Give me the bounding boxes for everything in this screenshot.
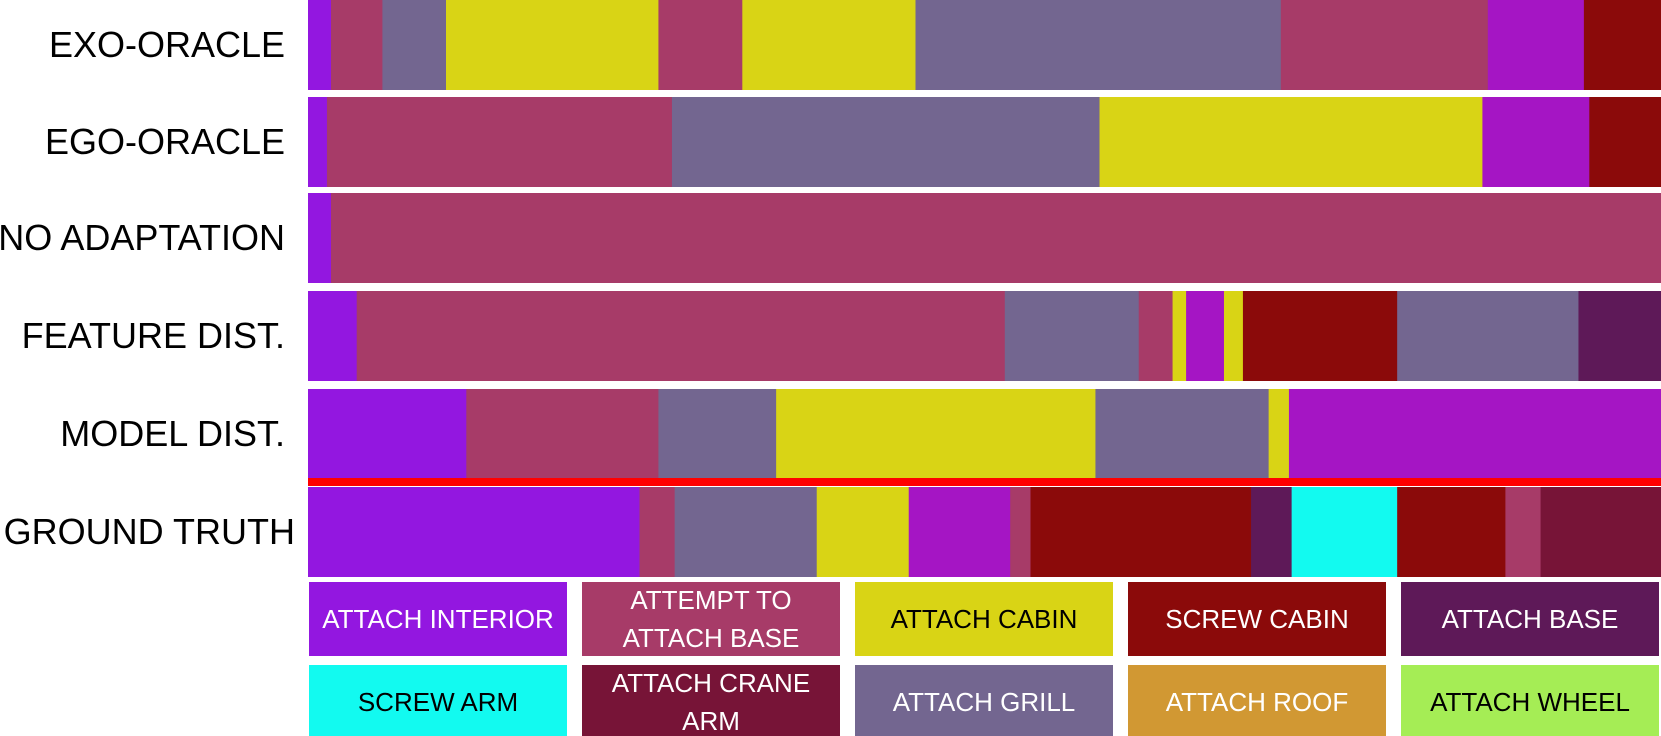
legend-label: ATTACH CRANE: [612, 668, 810, 698]
timeline-row: [308, 193, 1661, 283]
segment-bar: [674, 487, 818, 577]
timeline-rows: [308, 0, 1661, 577]
legend-label: SCREW ARM: [358, 687, 518, 717]
legend-label: ATTACH GRILL: [893, 687, 1076, 717]
segment-bar: [1268, 389, 1290, 479]
segment-bar: [915, 0, 1282, 90]
legend-label: ATTEMPT TO: [630, 585, 791, 615]
timeline-row: [308, 291, 1661, 381]
segment-bar: [1223, 291, 1244, 381]
segment-bar: [1280, 0, 1489, 90]
segment-bar: [1397, 487, 1507, 577]
segment-bar: [658, 0, 743, 90]
segment-bar: [1172, 291, 1187, 381]
segment-bar: [1004, 291, 1140, 381]
legend-swatch: [309, 665, 567, 736]
timeline-row: [308, 97, 1661, 187]
segment-bar: [1540, 487, 1661, 577]
segment-bar: [776, 389, 1097, 479]
legend-label: ATTACH WHEEL: [1430, 687, 1630, 717]
segment-bar: [1251, 487, 1293, 577]
segment-bar: [308, 487, 641, 577]
row-label: GROUND TRUTH: [4, 511, 295, 552]
segment-bar: [1487, 0, 1585, 90]
segment-bar: [308, 97, 328, 187]
timeline-row: [308, 487, 1661, 577]
legend-swatch: [582, 582, 840, 656]
segment-bar: [308, 0, 332, 90]
segment-bar: [382, 0, 447, 90]
row-label: EGO-ORACLE: [45, 121, 285, 162]
row-label: NO ADAPTATION: [0, 217, 285, 258]
timeline-row: [308, 389, 1661, 479]
legend-label: ATTACH ROOF: [1166, 687, 1348, 717]
segment-bar: [1288, 389, 1661, 479]
legend-item: SCREW CABIN: [1128, 582, 1386, 656]
legend-swatch: [855, 665, 1113, 736]
row-label: EXO-ORACLE: [49, 24, 285, 65]
legend-item: ATTACH CRANE ARM: [582, 665, 840, 736]
segment-bar: [1291, 487, 1398, 577]
segment-bar: [466, 389, 660, 479]
legend-swatch: [1128, 582, 1386, 656]
row-label: MODEL DIST.: [60, 413, 285, 454]
legend-item: ATTACH INTERIOR: [309, 582, 567, 656]
segment-bar: [1095, 389, 1270, 479]
segment-bar: [908, 487, 1011, 577]
legend-swatch: [1401, 665, 1659, 736]
legend-item: ATTACH WHEEL: [1401, 665, 1659, 736]
segment-bar: [1138, 291, 1174, 381]
legend-label: ATTACH BASE: [1442, 604, 1619, 634]
row-label: FEATURE DIST.: [22, 315, 285, 356]
legend-label: ATTACH CABIN: [891, 604, 1078, 634]
segment-bar: [308, 291, 358, 381]
legend-swatch: [1128, 665, 1386, 736]
segment-bar: [1505, 487, 1542, 577]
segment-bar: [658, 389, 777, 479]
legend: ATTACH INTERIOR ATTEMPT TO ATTACH BASE ATTA…: [309, 582, 1659, 736]
segment-bar: [356, 291, 1006, 381]
legend-swatch: [1401, 582, 1659, 656]
row-labels: EXO-ORACLE EGO-ORACLE NO ADAPTATION FEATURE…: [0, 24, 295, 552]
segment-bar: [1242, 291, 1398, 381]
legend-item: ATTACH GRILL: [855, 665, 1113, 736]
legend-label: ATTACH BASE: [623, 623, 800, 653]
legend-item: SCREW ARM: [309, 665, 567, 736]
legend-item: ATTEMPT TO ATTACH BASE: [582, 582, 840, 656]
timeline-row: [308, 0, 1661, 90]
segment-bar: [1397, 291, 1580, 381]
segment-bar: [742, 0, 917, 90]
segment-bar: [331, 0, 384, 90]
segment-bar: [1099, 97, 1484, 187]
legend-swatch: [855, 582, 1113, 656]
legend-swatch: [309, 582, 567, 656]
segment-bar: [308, 193, 332, 283]
legend-swatch: [582, 665, 840, 736]
segment-bar: [1589, 97, 1661, 187]
legend-label: SCREW CABIN: [1165, 604, 1348, 634]
legend-item: ATTACH BASE: [1401, 582, 1659, 656]
legend-item: ATTACH CABIN: [855, 582, 1113, 656]
segment-bar: [639, 487, 676, 577]
segment-bar: [1030, 487, 1252, 577]
segment-bar: [1186, 291, 1225, 381]
segment-bar: [331, 193, 1661, 283]
legend-label: ARM: [682, 706, 740, 736]
legend-label: ATTACH INTERIOR: [322, 604, 554, 634]
segment-bar: [1578, 291, 1661, 381]
segment-bar: [1583, 0, 1661, 90]
segment-bar: [816, 487, 910, 577]
segment-bar: [1482, 97, 1590, 187]
segment-bar: [326, 97, 673, 187]
segment-bar: [308, 389, 467, 479]
segment-bar: [446, 0, 660, 90]
segment-bar: [671, 97, 1101, 187]
legend-item: ATTACH ROOF: [1128, 665, 1386, 736]
segment-bar: [1010, 487, 1032, 577]
